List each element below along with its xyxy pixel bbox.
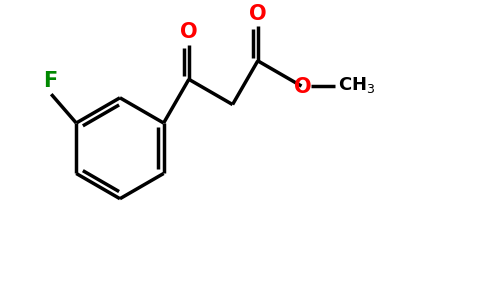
Text: O: O xyxy=(180,22,197,42)
Text: F: F xyxy=(43,71,58,91)
Text: O: O xyxy=(294,76,311,97)
Text: CH$_3$: CH$_3$ xyxy=(338,75,376,95)
Text: O: O xyxy=(249,4,267,24)
